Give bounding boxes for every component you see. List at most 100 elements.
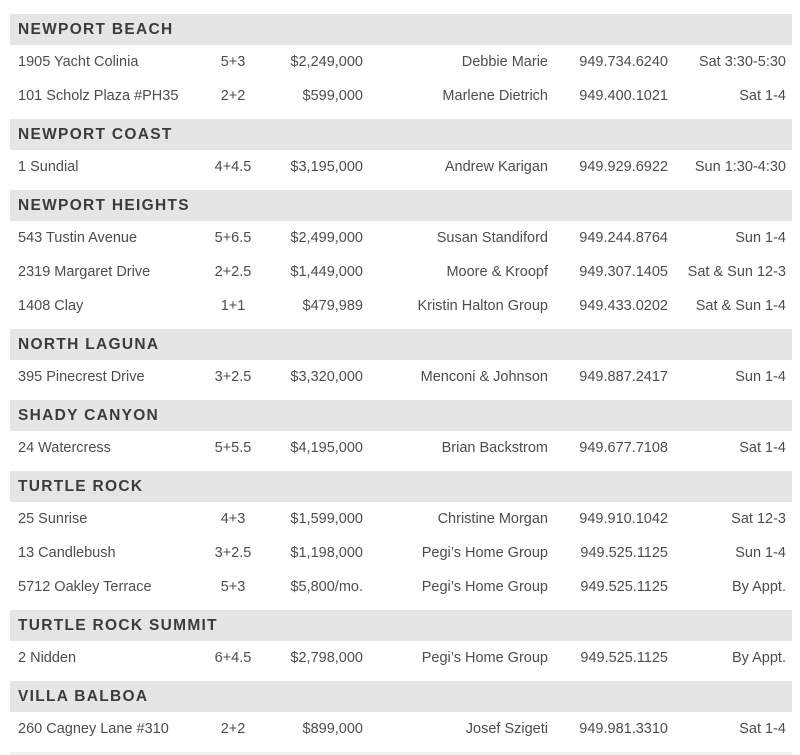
listing-row: 1 Sundial 4+4.5 $3,195,000 Andrew Kariga…: [10, 150, 792, 184]
listing-price: $3,195,000: [290, 159, 363, 175]
listing-phone: 949.525.1125: [580, 579, 668, 595]
listing-open-house-time: Sun 1-4: [735, 369, 786, 385]
listing-agent: Christine Morgan: [437, 511, 548, 527]
listing-row: 101 Scholz Plaza #PH35 2+2 $599,000 Marl…: [10, 79, 792, 113]
listing-row: 1408 Clay 1+1 $479,989 Kristin Halton Gr…: [10, 289, 792, 323]
listing-address: 25 Sunrise: [18, 511, 88, 527]
listing-beds-baths: 1+1: [220, 298, 246, 314]
listing-address: 1408 Clay: [18, 298, 84, 314]
listing-address: 260 Cagney Lane #310: [18, 721, 169, 737]
listing-agent: Susan Standiford: [436, 230, 548, 246]
neighborhood-section: NEWPORT BEACH 1905 Yacht Colinia 5+3 $2,…: [10, 14, 792, 113]
listing-price: $599,000: [302, 88, 363, 104]
listing-beds-baths: 5+3: [220, 54, 246, 70]
listing-phone: 949.677.7108: [579, 440, 668, 456]
cutoff-next-section-bar: [10, 752, 792, 755]
listing-address: 2 Nidden: [18, 650, 77, 666]
listings-table: NEWPORT BEACH 1905 Yacht Colinia 5+3 $2,…: [10, 14, 792, 755]
section-title: TURTLE ROCK: [18, 477, 144, 495]
listing-price: $5,800/mo.: [290, 579, 363, 595]
listing-agent: Menconi & Johnson: [420, 369, 548, 385]
listing-open-house-time: Sat & Sun 12-3: [687, 264, 786, 280]
listing-agent: Brian Backstrom: [441, 440, 548, 456]
listing-price: $899,000: [302, 721, 363, 737]
listing-beds-baths: 3+2.5: [214, 369, 252, 385]
listing-row: 395 Pinecrest Drive 3+2.5 $3,320,000 Men…: [10, 360, 792, 394]
listing-address: 1905 Yacht Colinia: [18, 54, 139, 70]
listing-address: 543 Tustin Avenue: [18, 230, 138, 246]
neighborhood-section: TURTLE ROCK 25 Sunrise 4+3 $1,599,000 Ch…: [10, 471, 792, 604]
listing-beds-baths: 2+2: [220, 88, 246, 104]
section-header-bar: SHADY CANYON: [10, 400, 792, 431]
listing-open-house-time: By Appt.: [731, 650, 786, 666]
neighborhood-section: SHADY CANYON 24 Watercress 5+5.5 $4,195,…: [10, 400, 792, 465]
listing-phone: 949.887.2417: [579, 369, 668, 385]
section-header-bar: TURTLE ROCK: [10, 471, 792, 502]
listing-beds-baths: 5+3: [220, 579, 246, 595]
listing-phone: 949.525.1125: [580, 650, 668, 666]
section-title: VILLA BALBOA: [18, 687, 149, 705]
listing-beds-baths: 4+4.5: [214, 159, 252, 175]
section-title: NEWPORT HEIGHTS: [18, 196, 190, 214]
section-header-bar: TURTLE ROCK SUMMIT: [10, 610, 792, 641]
section-title: SHADY CANYON: [18, 406, 160, 424]
section-header-bar: NEWPORT COAST: [10, 119, 792, 150]
listing-agent: Marlene Dietrich: [442, 88, 548, 104]
neighborhood-section: TURTLE ROCK SUMMIT 2 Nidden 6+4.5 $2,798…: [10, 610, 792, 675]
listing-price: $3,320,000: [290, 369, 363, 385]
section-header-bar: NEWPORT BEACH: [10, 14, 792, 45]
section-header-bar: VILLA BALBOA: [10, 681, 792, 712]
neighborhood-section: VILLA BALBOA 260 Cagney Lane #310 2+2 $8…: [10, 681, 792, 746]
listing-agent: Josef Szigeti: [465, 721, 548, 737]
listing-phone: 949.400.1021: [579, 88, 668, 104]
listing-price: $4,195,000: [290, 440, 363, 456]
listing-row: 543 Tustin Avenue 5+6.5 $2,499,000 Susan…: [10, 221, 792, 255]
listing-row: 1905 Yacht Colinia 5+3 $2,249,000 Debbie…: [10, 45, 792, 79]
listing-price: $1,198,000: [290, 545, 363, 561]
listing-agent: Pegi’s Home Group: [421, 650, 548, 666]
listing-beds-baths: 6+4.5: [214, 650, 252, 666]
listing-beds-baths: 4+3: [220, 511, 246, 527]
listing-address: 1 Sundial: [18, 159, 79, 175]
listing-open-house-time: By Appt.: [731, 579, 786, 595]
section-title: NEWPORT COAST: [18, 125, 173, 143]
listing-address: 2319 Margaret Drive: [18, 264, 151, 280]
listing-row: 25 Sunrise 4+3 $1,599,000 Christine Morg…: [10, 502, 792, 536]
listing-open-house-time: Sun 1-4: [735, 545, 786, 561]
listing-open-house-time: Sat 1-4: [739, 440, 786, 456]
listing-agent: Moore & Kroopf: [446, 264, 548, 280]
neighborhood-section: NEWPORT COAST 1 Sundial 4+4.5 $3,195,000…: [10, 119, 792, 184]
listing-open-house-time: Sat 3:30-5:30: [698, 54, 786, 70]
listing-row: 2 Nidden 6+4.5 $2,798,000 Pegi’s Home Gr…: [10, 641, 792, 675]
listing-address: 101 Scholz Plaza #PH35: [18, 88, 179, 104]
listing-phone: 949.981.3310: [579, 721, 668, 737]
listing-open-house-time: Sat & Sun 1-4: [695, 298, 786, 314]
listing-price: $1,449,000: [290, 264, 363, 280]
listing-price: $479,989: [302, 298, 363, 314]
section-title: NORTH LAGUNA: [18, 335, 160, 353]
listing-row: 260 Cagney Lane #310 2+2 $899,000 Josef …: [10, 712, 792, 746]
listing-phone: 949.307.1405: [579, 264, 668, 280]
listing-address: 13 Candlebush: [18, 545, 116, 561]
section-header-bar: NEWPORT HEIGHTS: [10, 190, 792, 221]
listing-address: 5712 Oakley Terrace: [18, 579, 152, 595]
listing-open-house-time: Sat 1-4: [739, 88, 786, 104]
listing-phone: 949.525.1125: [580, 545, 668, 561]
listing-agent: Pegi’s Home Group: [421, 579, 548, 595]
listing-beds-baths: 5+5.5: [214, 440, 252, 456]
listing-price: $1,599,000: [290, 511, 363, 527]
listing-address: 24 Watercress: [18, 440, 111, 456]
listing-phone: 949.244.8764: [579, 230, 668, 246]
neighborhood-section: NEWPORT HEIGHTS 543 Tustin Avenue 5+6.5 …: [10, 190, 792, 323]
listing-agent: Kristin Halton Group: [417, 298, 548, 314]
listing-row: 24 Watercress 5+5.5 $4,195,000 Brian Bac…: [10, 431, 792, 465]
listing-beds-baths: 3+2.5: [214, 545, 252, 561]
listing-address: 395 Pinecrest Drive: [18, 369, 145, 385]
listing-open-house-time: Sun 1:30-4:30: [694, 159, 786, 175]
listing-price: $2,798,000: [290, 650, 363, 666]
section-title: TURTLE ROCK SUMMIT: [18, 616, 218, 634]
listing-open-house-time: Sat 12-3: [731, 511, 786, 527]
listing-phone: 949.910.1042: [579, 511, 668, 527]
section-header-bar: NORTH LAGUNA: [10, 329, 792, 360]
